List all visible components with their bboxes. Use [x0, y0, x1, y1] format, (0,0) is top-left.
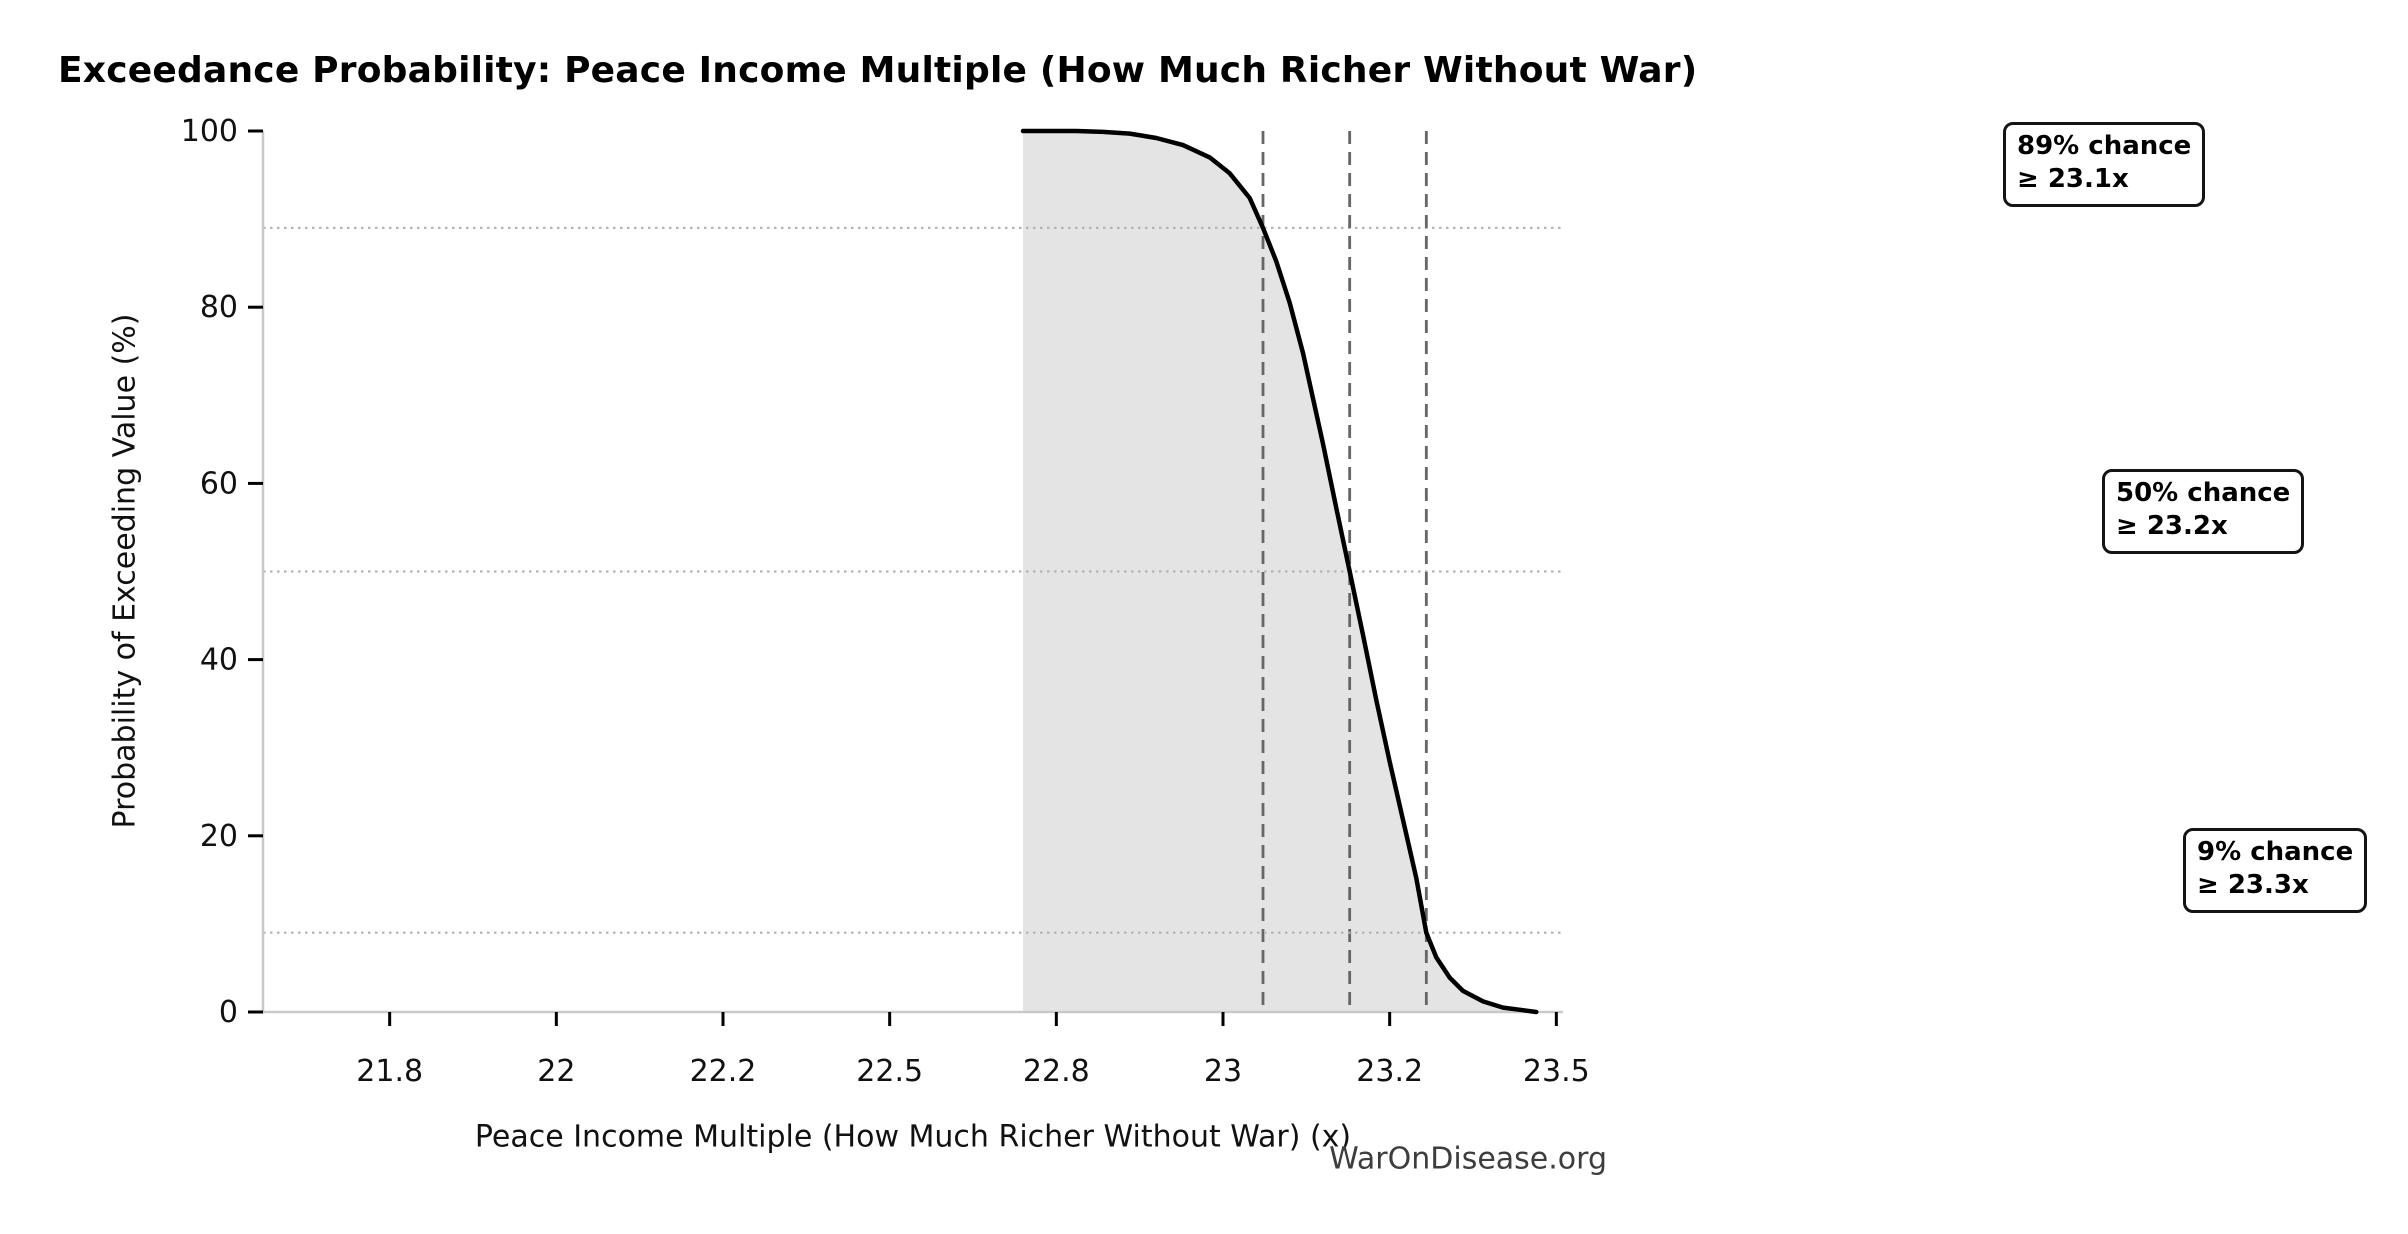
y-tick-label: 80: [200, 290, 238, 325]
watermark: WarOnDisease.org: [1329, 1141, 1607, 1177]
annotation-89pct-line2: ≥ 23.1x: [2017, 164, 2129, 195]
y-tick-label: 40: [200, 643, 238, 678]
annotation-50pct-line1: 50% chance: [2116, 478, 2291, 508]
y-tick-label: 0: [219, 995, 238, 1030]
x-axis-label: Peace Income Multiple (How Much Richer W…: [474, 1119, 1352, 1155]
annotation-89pct: 89% chance ≥ 23.1x: [2003, 122, 2206, 207]
chart-title: Exceedance Probability: Peace Income Mul…: [58, 50, 1698, 91]
x-tick-label: 22: [537, 1054, 575, 1089]
annotation-9pct: 9% chance ≥ 23.3x: [2183, 828, 2368, 913]
annotation-50pct-line2: ≥ 23.2x: [2116, 511, 2228, 542]
x-tick-label: 21.8: [356, 1054, 423, 1089]
annotation-9pct-line1: 9% chance: [2197, 837, 2354, 867]
exceedance-curve: [1020, 128, 1539, 1015]
annotation-9pct-line2: ≥ 23.3x: [2197, 870, 2309, 901]
x-tick-label: 22.5: [856, 1054, 923, 1089]
annotation-50pct: 50% chance ≥ 23.2x: [2102, 469, 2305, 554]
x-tick-label: 23.2: [1356, 1054, 1423, 1089]
y-tick-label: 60: [200, 466, 238, 501]
y-tick-label: 20: [200, 819, 238, 854]
y-tick-label: 100: [181, 114, 238, 149]
x-tick-label: 23: [1204, 1054, 1242, 1089]
x-tick-label: 23.5: [1523, 1054, 1590, 1089]
x-tick-label: 22.2: [690, 1054, 757, 1089]
x-tick-label: 22.8: [1023, 1054, 1090, 1089]
annotation-89pct-line1: 89% chance: [2017, 131, 2192, 161]
